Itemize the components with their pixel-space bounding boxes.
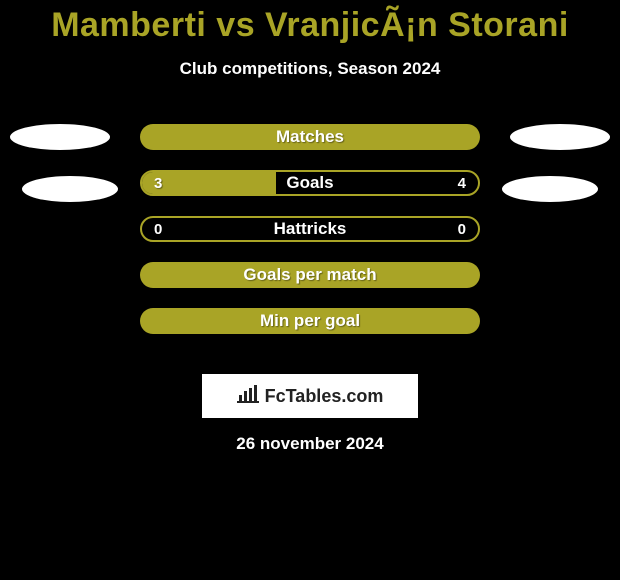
stat-label: Goals <box>286 173 333 193</box>
stat-bar: Goals 3 4 <box>140 170 480 196</box>
comparison-title: Mamberti vs VranjicÃ¡n Storani <box>0 0 620 45</box>
stat-label: Matches <box>276 127 344 147</box>
stat-bar: Goals per match <box>140 262 480 288</box>
stat-value-left: 0 <box>154 221 162 238</box>
stat-value-left: 3 <box>154 175 162 192</box>
chart-icon <box>237 385 259 408</box>
stat-row: Min per goal <box>0 308 620 334</box>
logo-box: FcTables.com <box>202 374 418 418</box>
stat-row: Matches <box>0 124 620 150</box>
date-text: 26 november 2024 <box>0 434 620 454</box>
comparison-subtitle: Club competitions, Season 2024 <box>0 59 620 79</box>
stat-value-right: 4 <box>458 175 466 192</box>
stat-label: Min per goal <box>260 311 360 331</box>
stat-value-right: 0 <box>458 221 466 238</box>
stat-label: Hattricks <box>274 219 347 239</box>
logo-text: FcTables.com <box>265 386 384 407</box>
stat-bar: Min per goal <box>140 308 480 334</box>
stat-bar: Matches <box>140 124 480 150</box>
stat-label: Goals per match <box>243 265 376 285</box>
stat-row: Hattricks 0 0 <box>0 216 620 242</box>
stat-row: Goals per match <box>0 262 620 288</box>
stat-row: Goals 3 4 <box>0 170 620 196</box>
stat-bar: Hattricks 0 0 <box>140 216 480 242</box>
